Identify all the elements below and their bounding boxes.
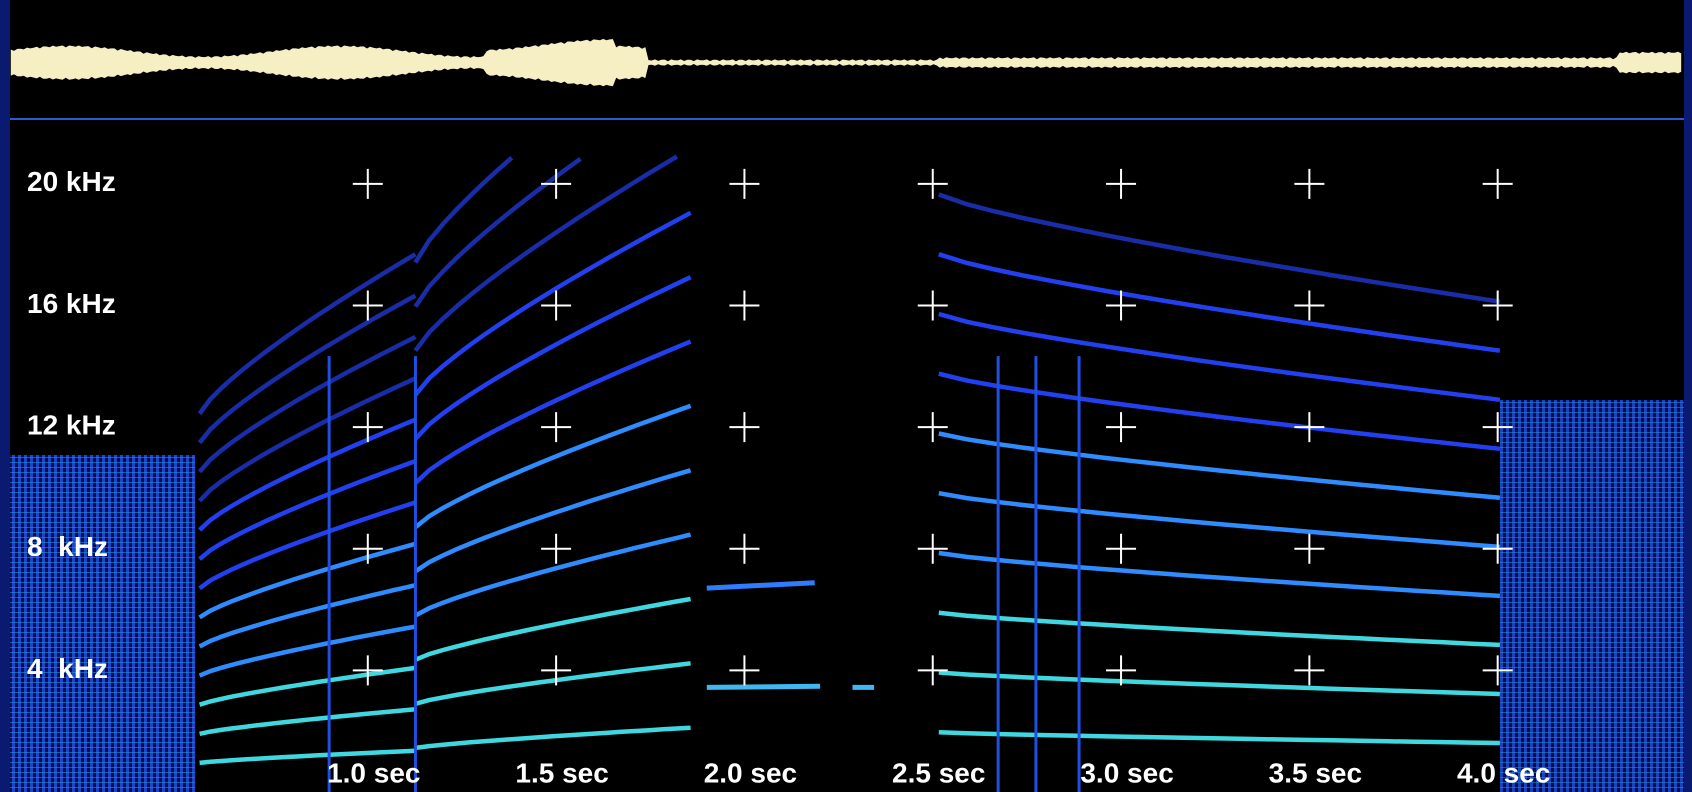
harmonic	[414, 468, 692, 574]
harmonic	[198, 541, 417, 620]
grid-cross	[917, 168, 948, 199]
harmonic	[938, 371, 1501, 452]
harmonic	[413, 154, 679, 353]
harmonic	[197, 293, 417, 445]
harmonic	[938, 431, 1501, 501]
grid-cross	[917, 290, 948, 321]
y-tick-label: 20 kHz	[27, 166, 116, 197]
harmonic	[938, 670, 1500, 697]
grid-cross	[1106, 533, 1137, 564]
harmonic	[197, 376, 417, 503]
harmonic	[414, 532, 692, 618]
x-tick-label: 2.0 sec	[704, 757, 797, 788]
waveform-envelope	[10, 38, 1682, 87]
grid-cross	[541, 168, 572, 199]
grid-cross	[1482, 412, 1513, 443]
spectral-content	[10, 154, 1684, 792]
grid-cross	[1294, 290, 1325, 321]
y-tick-label: 16 kHz	[27, 288, 116, 319]
harmonic	[706, 683, 875, 690]
grid-cross	[541, 533, 572, 564]
grid-cross	[352, 412, 383, 443]
grid-cross	[1106, 290, 1137, 321]
waveform	[10, 38, 1682, 87]
y-tick-label: 8 kHz	[27, 531, 108, 562]
harmonic	[414, 661, 691, 706]
grid-cross	[917, 655, 948, 686]
harmonic	[415, 725, 691, 751]
harmonic	[938, 490, 1501, 550]
harmonic	[413, 210, 692, 397]
grid-cross	[541, 655, 572, 686]
harmonic	[414, 596, 691, 662]
grid-cross	[352, 290, 383, 321]
grid-cross	[1482, 290, 1513, 321]
grid-cross	[1482, 168, 1513, 199]
grid-cross	[1482, 533, 1513, 564]
harmonic	[197, 252, 417, 415]
grid-cross	[1294, 533, 1325, 564]
grid-cross	[729, 290, 760, 321]
harmonic	[938, 610, 1500, 648]
grid-cross	[729, 533, 760, 564]
grid-cross	[729, 168, 760, 199]
grid-cross	[541, 290, 572, 321]
grid-cross	[352, 533, 383, 564]
x-tick-label: 3.5 sec	[1269, 757, 1362, 788]
grid-cross	[1106, 412, 1137, 443]
grid-cross	[352, 168, 383, 199]
grid-cross	[1106, 168, 1137, 199]
noise-patch	[10, 455, 195, 792]
noise-patch	[1500, 400, 1684, 792]
harmonic	[938, 311, 1501, 403]
grid-cross	[917, 412, 948, 443]
grid-cross	[729, 655, 760, 686]
grid-cross	[1294, 168, 1325, 199]
y-tick-label: 12 kHz	[27, 409, 116, 440]
harmonic	[938, 252, 1501, 353]
right-border	[1684, 0, 1692, 792]
x-tick-label: 4.0 sec	[1457, 757, 1550, 788]
x-tick-label: 1.5 sec	[515, 757, 608, 788]
x-tick-label: 2.5 sec	[892, 757, 985, 788]
grid-cross	[1106, 655, 1137, 686]
harmonic	[706, 580, 815, 591]
harmonic	[413, 275, 692, 441]
harmonic	[198, 624, 416, 678]
harmonic	[198, 458, 417, 561]
harmonic	[197, 334, 417, 474]
grid-cross	[352, 655, 383, 686]
grid-cross	[541, 412, 572, 443]
harmonic	[938, 550, 1501, 599]
harmonic	[938, 192, 1501, 304]
harmonic	[413, 156, 514, 264]
harmonic	[413, 403, 692, 530]
harmonic	[198, 500, 417, 591]
harmonic	[413, 339, 692, 485]
x-tick-label: 1.0 sec	[327, 757, 420, 788]
harmonic	[198, 417, 417, 532]
left-border	[0, 0, 10, 792]
harmonic	[198, 583, 416, 649]
grid-cross	[1294, 655, 1325, 686]
grid-cross	[1482, 655, 1513, 686]
grid-cross	[917, 533, 948, 564]
y-tick-label: 4 kHz	[27, 653, 108, 684]
harmonic	[938, 730, 1500, 746]
harmonic	[199, 707, 416, 737]
harmonic	[199, 748, 416, 766]
harmonic	[198, 665, 416, 707]
grid-cross	[1294, 412, 1325, 443]
harmonic	[413, 156, 582, 308]
x-tick-label: 3.0 sec	[1080, 757, 1173, 788]
grid-cross	[729, 412, 760, 443]
